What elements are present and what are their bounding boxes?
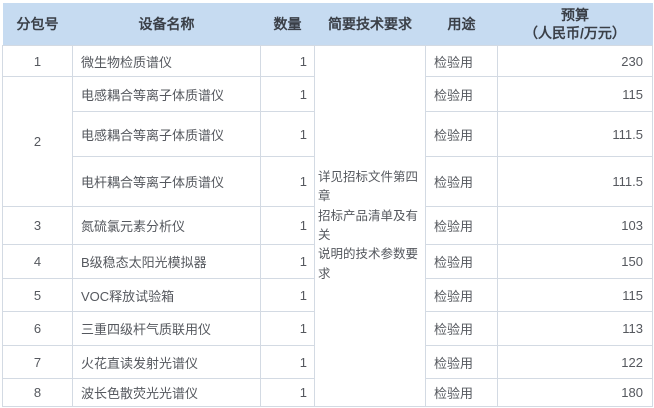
budget-cell: 103 xyxy=(497,206,653,245)
package-no-cell: 1 xyxy=(2,45,73,77)
quantity-cell: 1 xyxy=(260,378,315,407)
budget-cell: 115 xyxy=(497,278,653,312)
header-budget-line2: （人民币/万元） xyxy=(524,25,626,41)
budget-cell: 180 xyxy=(497,378,653,407)
package-no-cell: 3 xyxy=(2,206,73,245)
budget-cell: 122 xyxy=(497,345,653,379)
equipment-name-cell: B级稳态太阳光模拟器 xyxy=(72,244,261,279)
table-row: 1 微生物检质谱仪 1 详见招标文件第四章 招标产品清单及有关 说明的技术参数要求 检验… xyxy=(2,45,653,407)
purpose-cell: 检验用 xyxy=(425,45,498,77)
equipment-name-cell: 氮硫氯元素分析仪 xyxy=(72,206,261,245)
header-row: 分包号 设备名称 数量 简要技术要求 用途 预算 （人民币/万元） xyxy=(2,3,653,46)
quantity-cell: 1 xyxy=(260,278,315,312)
quantity-cell: 1 xyxy=(260,206,315,245)
equipment-name-cell: 电感耦合等离子体质谱仪 xyxy=(72,76,261,112)
procurement-table: 分包号 设备名称 数量 简要技术要求 用途 预算 （人民币/万元） 1 微生物检质… xyxy=(2,3,653,407)
package-no-cell: 5 xyxy=(2,278,73,312)
quantity-cell: 1 xyxy=(260,45,315,77)
table-row: 4 B级稳态太阳光模拟器 1 检验用 150 xyxy=(2,244,653,279)
quantity-cell: 1 xyxy=(260,156,315,207)
purpose-cell: 检验用 xyxy=(425,378,498,407)
equipment-name-cell: 波长色散荧光光谱仪 xyxy=(72,378,261,407)
procurement-table-container: 分包号 设备名称 数量 简要技术要求 用途 预算 （人民币/万元） 1 微生物检质… xyxy=(2,3,653,407)
equipment-name-cell: 电感耦合等离子体质谱仪 xyxy=(72,111,261,157)
equipment-name-cell: 电杆耦合等离子体质谱仪 xyxy=(72,156,261,207)
header-quantity: 数量 xyxy=(260,3,315,46)
package-no-cell: 4 xyxy=(2,244,73,279)
table-row: 8 波长色散荧光光谱仪 1 检验用 180 xyxy=(2,378,653,407)
purpose-cell: 检验用 xyxy=(425,345,498,379)
budget-cell: 150 xyxy=(497,244,653,279)
budget-cell: 113 xyxy=(497,311,653,346)
table-row: 电感耦合等离子体质谱仪 1 检验用 111.5 xyxy=(3,111,653,157)
header-package-no: 分包号 xyxy=(2,3,73,46)
table-body: 1 微生物检质谱仪 1 详见招标文件第四章 招标产品清单及有关 说明的技术参数要求 检验… xyxy=(2,45,653,407)
budget-cell: 230 xyxy=(497,45,653,77)
equipment-name-cell: VOC释放试验箱 xyxy=(72,278,261,312)
table-row: 6 三重四级杆气质联用仪 1 检验用 113 xyxy=(2,311,653,346)
package-no-cell: 6 xyxy=(2,311,73,346)
purpose-cell: 检验用 xyxy=(425,311,498,346)
header-tech-requirements: 简要技术要求 xyxy=(314,3,426,46)
table-row: 7 火花直读发射光谱仪 1 检验用 122 xyxy=(2,345,653,379)
equipment-name-cell: 微生物检质谱仪 xyxy=(72,45,261,77)
table-row: 电杆耦合等离子体质谱仪 1 检验用 111.5 xyxy=(3,156,653,207)
header-budget-line1: 预算 xyxy=(561,6,589,23)
quantity-cell: 1 xyxy=(260,345,315,379)
header-budget: 预算 （人民币/万元） xyxy=(497,3,653,46)
table-header: 分包号 设备名称 数量 简要技术要求 用途 预算 （人民币/万元） xyxy=(2,3,653,46)
quantity-cell: 1 xyxy=(260,311,315,346)
purpose-cell: 检验用 xyxy=(425,156,498,207)
budget-cell: 111.5 xyxy=(497,156,653,207)
header-purpose: 用途 xyxy=(425,3,498,46)
tech-requirements-cell: 详见招标文件第四章 招标产品清单及有关 说明的技术参数要求 xyxy=(314,45,426,407)
quantity-cell: 1 xyxy=(260,244,315,279)
purpose-cell: 检验用 xyxy=(425,206,498,245)
package-no-cell: 2 xyxy=(2,76,73,207)
table-row: 2 电感耦合等离子体质谱仪 1 检验用 115 xyxy=(2,76,653,207)
equipment-name-cell: 三重四级杆气质联用仪 xyxy=(72,311,261,346)
quantity-cell: 1 xyxy=(260,111,315,157)
package-no-cell: 8 xyxy=(2,378,73,407)
budget-cell: 111.5 xyxy=(497,111,653,157)
quantity-cell: 1 xyxy=(260,76,315,112)
equipment-name-cell: 火花直读发射光谱仪 xyxy=(72,345,261,379)
header-equipment-name: 设备名称 xyxy=(72,3,261,46)
budget-cell: 115 xyxy=(497,76,653,112)
purpose-cell: 检验用 xyxy=(425,278,498,312)
package-no-cell: 7 xyxy=(2,345,73,379)
purpose-cell: 检验用 xyxy=(425,76,498,112)
purpose-cell: 检验用 xyxy=(425,244,498,279)
purpose-cell: 检验用 xyxy=(425,111,498,157)
